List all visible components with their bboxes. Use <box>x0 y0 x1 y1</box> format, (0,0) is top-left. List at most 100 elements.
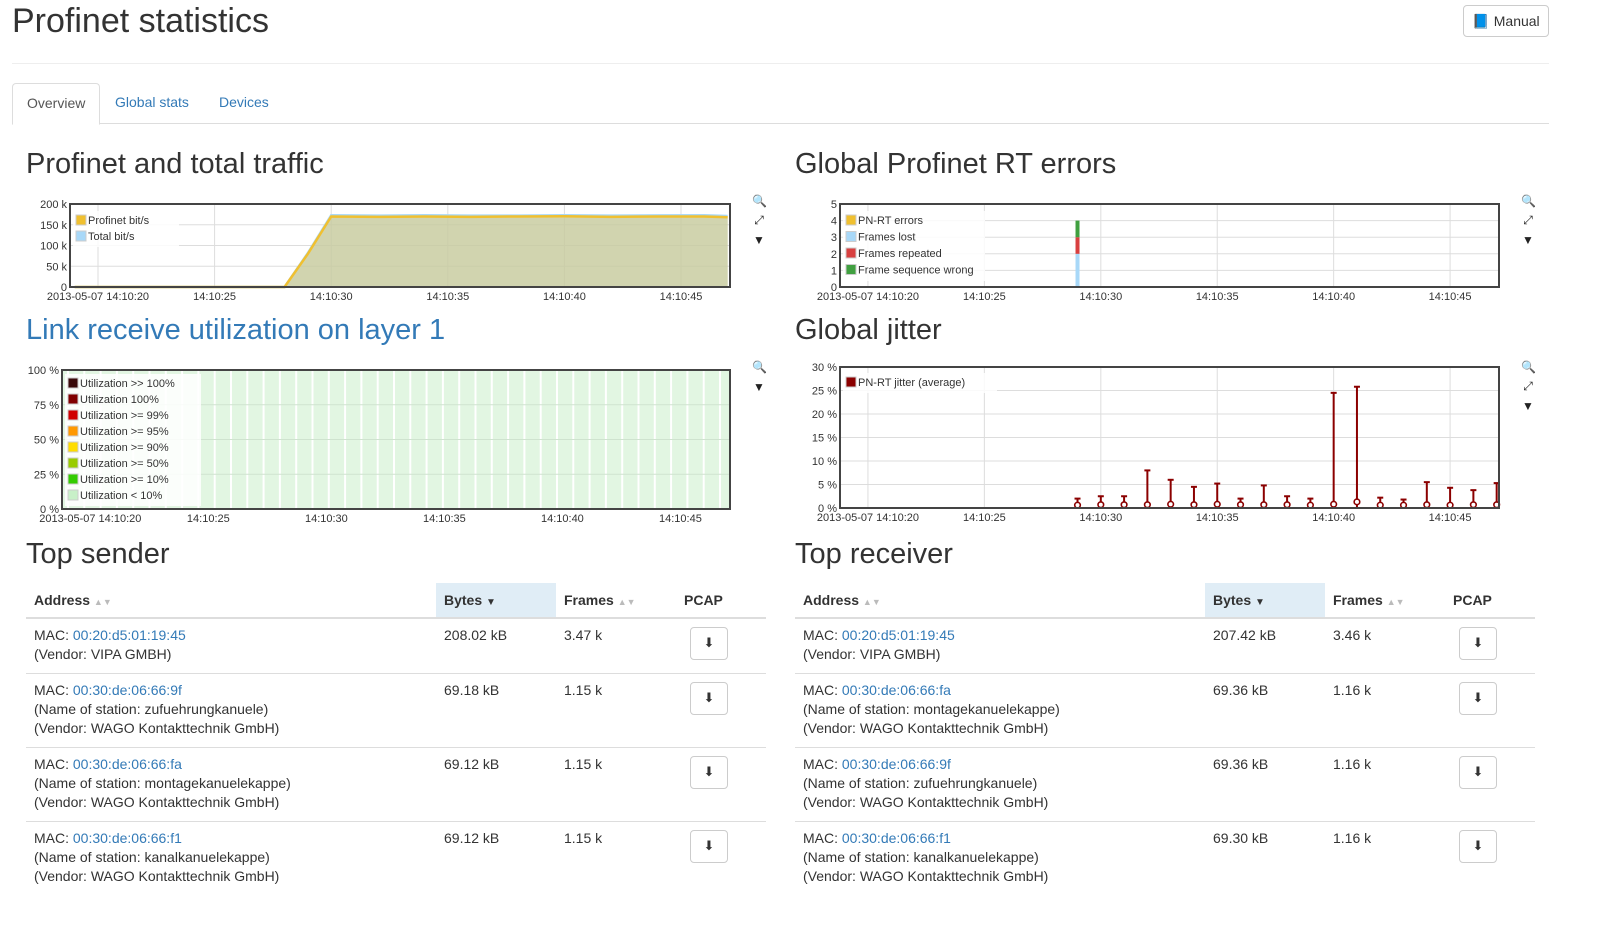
frames-header[interactable]: Frames ▲▼ <box>1325 583 1445 619</box>
download-pcap-button[interactable]: ⬇ <box>1459 829 1497 863</box>
download-pcap-button[interactable]: ⬇ <box>1459 681 1497 715</box>
x-tick-label: 14:10:40 <box>543 291 586 303</box>
error-bar <box>1075 253 1080 287</box>
legend-swatch <box>845 247 857 259</box>
jitter-avg-point <box>1097 501 1105 509</box>
legend-background <box>843 211 985 281</box>
manual-button[interactable]: 📘 Manual <box>1463 5 1549 37</box>
y-tick-label: 30 % <box>812 362 837 374</box>
frames-cell: 1.15 k <box>556 820 676 895</box>
x-tick-label: 14:10:45 <box>1429 291 1472 303</box>
legend-background <box>65 374 201 506</box>
reset-zoom-icon[interactable]: ⤢ <box>1523 379 1533 393</box>
y-tick-label: 100 % <box>28 365 59 377</box>
x-tick-label: 2013-05-07 14:10:20 <box>817 291 919 303</box>
legend-label: Utilization >> 100% <box>80 378 175 390</box>
download-pcap-button[interactable]: ⬇ <box>1459 755 1497 789</box>
mac-link[interactable]: 00:20:d5:01:19:45 <box>72 627 186 643</box>
reset-zoom-icon[interactable]: ⤢ <box>1523 213 1533 227</box>
zoom-icon[interactable]: 🔍 <box>1521 360 1536 374</box>
y-tick-label: 0 <box>61 282 67 294</box>
address-detail: (Name of station: montagekanuelekappe) <box>34 774 291 791</box>
address-detail: (Vendor: WAGO Kontakttechnik GmbH) <box>34 793 280 810</box>
page-title: Profinet statistics <box>12 2 269 40</box>
mac-link[interactable]: 00:30:de:06:66:f1 <box>841 829 951 846</box>
download-pcap-button[interactable]: ⬇ <box>1459 627 1497 660</box>
menu-caret-icon[interactable]: ▼ <box>753 233 765 247</box>
y-tick-label: 5 % <box>818 480 837 492</box>
download-pcap-button[interactable]: ⬇ <box>690 829 728 863</box>
menu-caret-icon[interactable]: ▼ <box>1522 233 1534 247</box>
top-receiver-title: Top receiver <box>795 538 953 570</box>
jitter-avg-point <box>1469 501 1477 509</box>
x-tick-label: 14:10:30 <box>1079 291 1122 303</box>
menu-caret-icon[interactable]: ▼ <box>1522 399 1534 413</box>
bytes-cell: 208.02 kB <box>436 617 556 673</box>
mac-link[interactable]: 00:30:de:06:66:9f <box>72 681 182 698</box>
error-bar <box>1075 220 1080 238</box>
address-header[interactable]: Address ▲▼ <box>26 583 436 619</box>
tab-devices[interactable]: Devices <box>219 94 269 110</box>
x-tick-label: 14:10:35 <box>423 513 466 525</box>
y-tick-label: 5 <box>831 199 837 211</box>
zoom-icon[interactable]: 🔍 <box>1521 194 1536 208</box>
address-detail: (Vendor: WAGO Kontakttechnik GmbH) <box>803 719 1049 736</box>
x-tick-label: 14:10:40 <box>1312 512 1355 524</box>
table-row: MAC: 00:30:de:06:66:fa (Name of station: … <box>26 746 766 821</box>
frames-cell: 1.16 k <box>1325 672 1445 747</box>
legend-label: Utilization >= 50% <box>80 458 169 470</box>
address-detail: (Vendor: WAGO Kontakttechnik GmbH) <box>34 719 280 736</box>
y-tick-label: 150 k <box>40 220 67 232</box>
y-tick-label: 4 <box>831 216 837 228</box>
utilization-title-link[interactable]: Link receive utilization on layer 1 <box>26 314 446 346</box>
zoom-icon[interactable]: 🔍 <box>752 194 767 208</box>
download-pcap-button[interactable]: ⬇ <box>690 681 728 715</box>
jitter-avg-point <box>1260 501 1268 509</box>
tab-overview[interactable]: Overview <box>12 83 101 125</box>
address-detail: (Name of station: kanalkanuelekappe) <box>34 848 270 865</box>
y-tick-label: 3 <box>831 232 837 244</box>
error-bar <box>1075 237 1080 254</box>
legend-swatch <box>67 393 79 405</box>
table-header: Address ▲▼ Bytes ▼ Frames ▲▼ PCAP <box>26 583 766 619</box>
download-pcap-button[interactable]: ⬇ <box>690 627 728 660</box>
mac-link[interactable]: 00:30:de:06:66:f1 <box>72 829 182 846</box>
x-tick-label: 14:10:35 <box>1196 291 1239 303</box>
frames-cell: 3.46 k <box>1325 617 1445 673</box>
jitter-avg-point <box>1143 501 1151 509</box>
errors-chart[interactable]: 0 1 2 3 4 5 2013-05-07 14:10:20 14:10:25 14:10:3… <box>790 192 1520 304</box>
menu-caret-icon[interactable]: ▼ <box>753 380 765 394</box>
mac-link[interactable]: 00:30:de:06:66:fa <box>841 681 951 698</box>
download-pcap-button[interactable]: ⬇ <box>690 755 728 789</box>
legend-label: Total bit/s <box>88 231 135 243</box>
mac-link[interactable]: 00:20:d5:01:19:45 <box>841 627 955 643</box>
frames-cell: 3.47 k <box>556 617 676 673</box>
mac-link[interactable]: 00:30:de:06:66:fa <box>72 755 182 772</box>
legend-swatch <box>67 425 79 437</box>
bytes-header[interactable]: Bytes ▼ <box>1205 583 1325 619</box>
book-icon: 📘 <box>1472 12 1490 29</box>
bytes-header[interactable]: Bytes ▼ <box>436 583 556 619</box>
utilization-chart[interactable]: 0 % 25 % 50 % 75 % 100 % 2013-05-07 14:10:20 1… <box>20 358 750 530</box>
traffic-chart[interactable]: 0 50 k 100 k 150 k 200 k 2013-05-07 14:10:20 1… <box>20 192 750 304</box>
series-line <box>74 214 728 289</box>
address-detail: (Vendor: WAGO Kontakttechnik GmbH) <box>803 793 1049 810</box>
address-cell: MAC: 00:30:de:06:66:9f (Name of station: … <box>795 746 1205 821</box>
frames-cell: 1.15 k <box>556 672 676 747</box>
jitter-chart[interactable]: 0 % 5 % 10 % 15 % 20 % 25 % 30 % 2013-05-07 14:… <box>790 355 1520 530</box>
jitter-avg-point <box>1190 501 1198 509</box>
address-detail: (Vendor: WAGO Kontakttechnik GmbH) <box>803 867 1049 884</box>
address-header[interactable]: Address ▲▼ <box>795 583 1205 619</box>
y-tick-label: 0 % <box>818 503 837 515</box>
jitter-avg-point <box>1330 500 1338 508</box>
zoom-icon[interactable]: 🔍 <box>752 360 767 374</box>
table-row: MAC: 00:20:d5:01:19:45 (Vendor: VIPA GMBH… <box>795 617 1535 673</box>
table-row: MAC: 00:30:de:06:66:f1 (Name of station: … <box>795 820 1535 895</box>
address-cell: MAC: 00:20:d5:01:19:45 (Vendor: VIPA GMBH… <box>26 617 436 673</box>
x-tick-label: 14:10:30 <box>305 513 348 525</box>
tab-global-stats[interactable]: Global stats <box>115 94 189 110</box>
mac-link[interactable]: 00:30:de:06:66:9f <box>841 755 951 772</box>
reset-zoom-icon[interactable]: ⤢ <box>754 213 764 227</box>
y-tick-label: 50 k <box>46 261 67 273</box>
frames-header[interactable]: Frames ▲▼ <box>556 583 676 619</box>
